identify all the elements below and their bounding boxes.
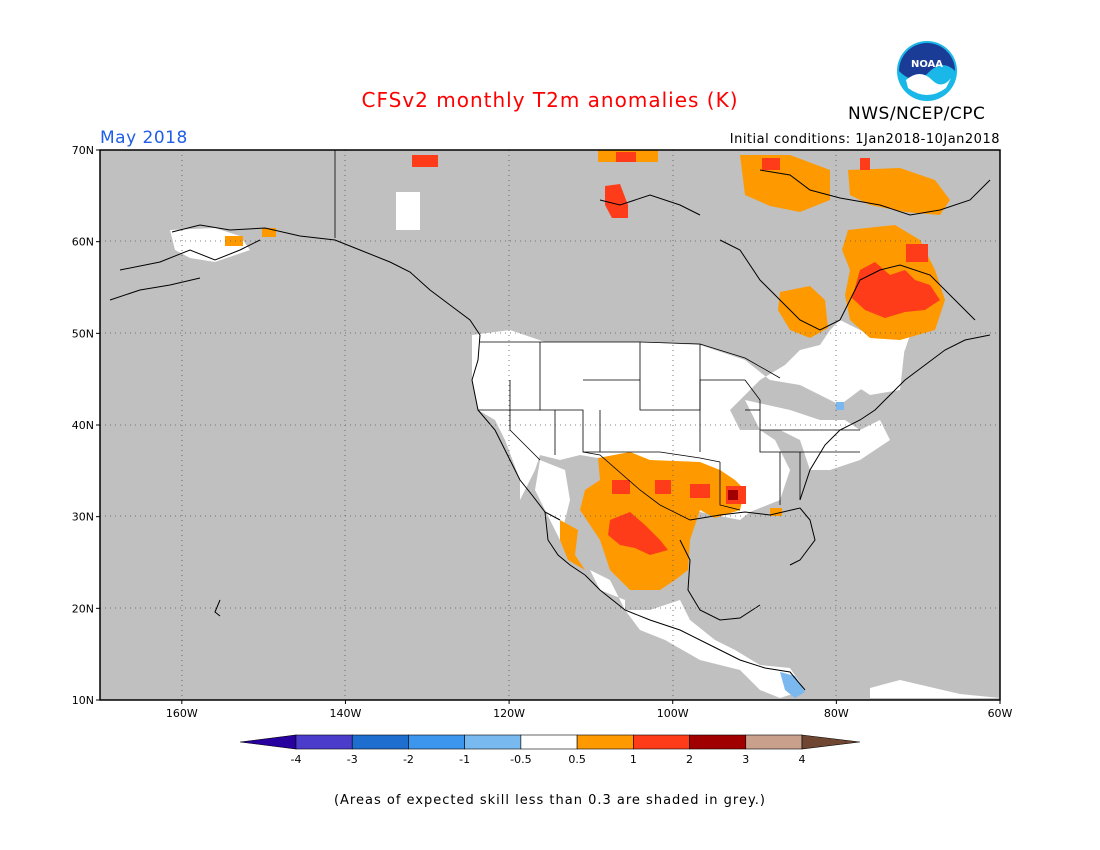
colorbar-label: 2 [686, 753, 693, 766]
noaa-logo-text: NOAA [911, 59, 943, 70]
colorbar-swatch [351, 734, 409, 750]
colorbar-label: 1 [630, 753, 637, 766]
colorbar-swatch [408, 734, 465, 750]
lon-tick-label: 140W [330, 707, 362, 720]
political-borders [334, 150, 860, 521]
colorbar-label: 0.5 [568, 753, 586, 766]
coastlines [109, 169, 991, 691]
colorbar-swatch [633, 734, 690, 750]
latitude-axis: 70N 60N 50N 40N 30N 20N 10N [72, 144, 100, 707]
initial-conditions: Initial conditions: 1Jan2018-10Jan2018 [729, 132, 1000, 147]
lon-tick-label: 160W [166, 707, 198, 720]
anomaly-neg-regions [780, 402, 844, 698]
map-frame [99, 149, 1001, 701]
noaa-logo: NOAA [897, 41, 957, 101]
colorbar-label: -2 [403, 753, 414, 766]
colorbar-label: -3 [347, 753, 358, 766]
lat-tick-label: 10N [72, 694, 94, 707]
colorbar: -4 -3 -2 -1 -0.5 0.5 1 2 3 4 [239, 734, 861, 766]
colorbar-arrow-low [239, 734, 297, 750]
lon-tick-label: 120W [493, 707, 525, 720]
colorbar-label: 4 [799, 753, 806, 766]
colorbar-swatch [295, 734, 353, 750]
colorbar-swatch [464, 734, 522, 750]
lon-tick-label: 80W [824, 707, 849, 720]
longitude-axis: 160W 140W 120W 100W 80W 60W [166, 700, 1013, 720]
graticule [100, 150, 1000, 700]
neutral-regions [170, 192, 1000, 698]
lon-tick-label: 100W [657, 707, 689, 720]
forecast-month: May 2018 [100, 128, 188, 148]
colorbar-arrow-high [801, 734, 861, 750]
lat-tick-label: 70N [72, 144, 94, 157]
lat-tick-label: 50N [72, 327, 94, 340]
colorbar-label: -0.5 [510, 753, 531, 766]
colorbar-swatch [520, 734, 578, 750]
anomaly-2-3-regions [728, 490, 738, 500]
colorbar-swatch [745, 734, 803, 750]
colorbar-swatch [576, 734, 634, 750]
anomaly-1-2-regions [412, 152, 940, 555]
lat-tick-label: 30N [72, 511, 94, 524]
colorbar-label: 3 [742, 753, 749, 766]
skill-note: (Areas of expected skill less than 0.3 a… [333, 793, 767, 808]
colorbar-label: -1 [459, 753, 470, 766]
lon-tick-label: 60W [988, 707, 1013, 720]
org-label: NWS/NCEP/CPC [848, 104, 986, 124]
lat-tick-label: 60N [72, 236, 94, 249]
map-background [100, 150, 1000, 700]
colorbar-label: -4 [291, 753, 302, 766]
lat-tick-label: 20N [72, 602, 94, 615]
anomaly-05-1-regions [225, 150, 950, 590]
colorbar-swatch [689, 734, 747, 750]
lat-tick-label: 40N [72, 419, 94, 432]
map-title: CFSv2 monthly T2m anomalies (K) [361, 88, 739, 112]
